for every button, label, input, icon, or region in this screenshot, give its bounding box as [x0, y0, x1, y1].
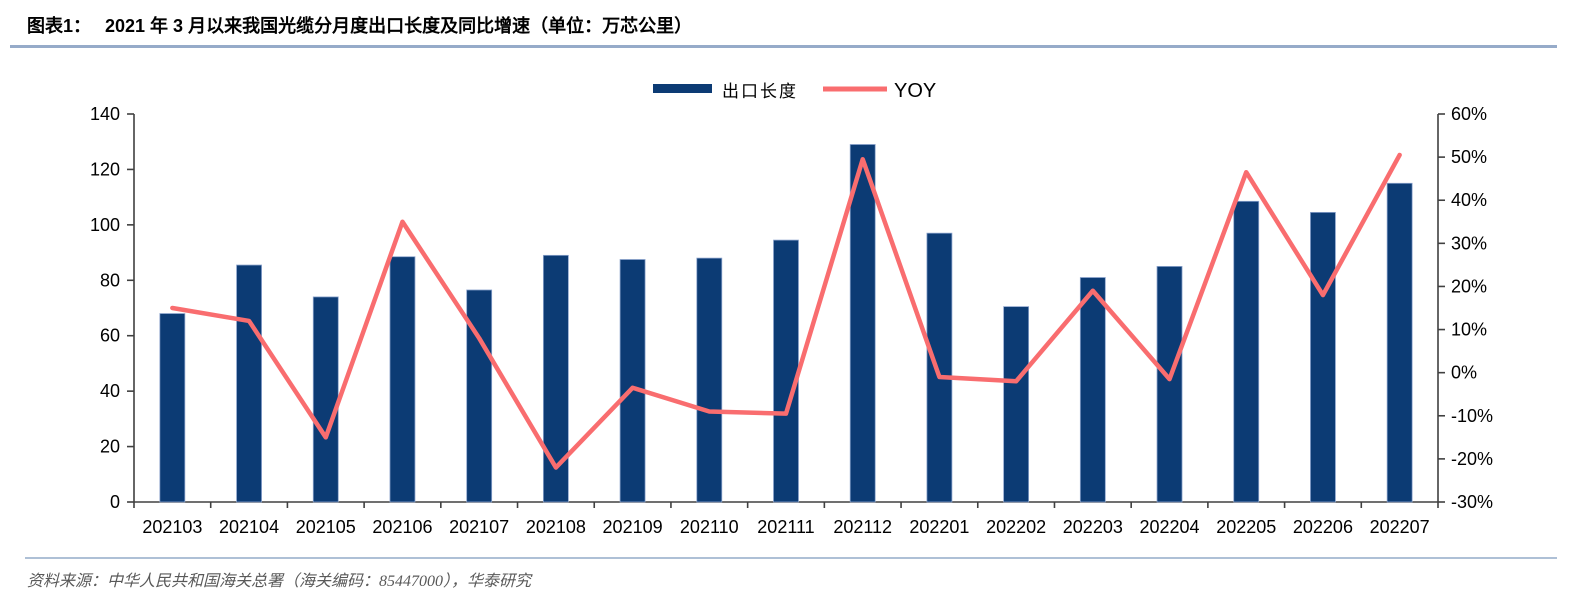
- x-axis-category-label: 202207: [1370, 517, 1430, 537]
- right-axis-tick-label: 30%: [1451, 233, 1487, 253]
- left-axis-tick-label: 120: [90, 159, 120, 179]
- left-axis-tick-label: 0: [110, 492, 120, 512]
- header-divider: [10, 45, 1557, 48]
- legend-bar-swatch: [653, 84, 712, 93]
- bar-series: [159, 144, 1413, 503]
- legend-line-label: YOY: [894, 80, 936, 102]
- right-axis-tick-label: 0%: [1451, 363, 1477, 383]
- bar: [1310, 211, 1336, 503]
- x-axis-category-label: 202202: [986, 517, 1046, 537]
- x-axis-category-label: 202112: [833, 517, 892, 537]
- legend-bar-label: 出口长度: [722, 82, 798, 101]
- bar: [389, 256, 416, 503]
- legend: 出口长度 YOY: [653, 80, 936, 102]
- right-axis-tick-label: -10%: [1451, 406, 1493, 426]
- x-axis-category-label: 202110: [680, 517, 739, 537]
- x-axis-category-label: 202203: [1063, 517, 1123, 537]
- combo-chart: 出口长度 YOY 0 20 40 60 80 100 120 140 -30% -20% -10% 0% 1…: [90, 80, 1493, 537]
- bar: [236, 264, 262, 503]
- left-axis-tick-label: 100: [90, 215, 120, 235]
- bar: [1003, 306, 1030, 503]
- bar: [159, 313, 186, 503]
- bar: [1079, 277, 1106, 503]
- footer-divider: [25, 557, 1557, 559]
- figure-label: 图表1：: [27, 16, 92, 36]
- left-axis-tick-label: 60: [100, 326, 120, 346]
- x-axis-category-label: 202201: [909, 517, 969, 537]
- right-axis-tick-label: 40%: [1451, 190, 1487, 210]
- chart-area: 出口长度 YOY 0 20 40 60 80 100 120 140 -30% -20% -10% 0% 1…: [0, 55, 1574, 548]
- right-axis-tick-label: 60%: [1451, 104, 1487, 124]
- figure-header: 图表1： 2021 年 3 月以来我国光缆分月度出口长度及同比增速（单位：万芯公里…: [27, 12, 692, 38]
- x-axis-category-label: 202104: [219, 517, 279, 537]
- bar: [619, 259, 646, 503]
- right-axis-tick-label: 20%: [1451, 276, 1487, 296]
- yoy-line: [170, 152, 1402, 470]
- bar: [312, 296, 339, 503]
- x-axis-category-label: 202108: [526, 517, 586, 537]
- bar: [849, 144, 876, 503]
- left-axis-tick-label: 80: [100, 270, 120, 290]
- right-axis-tick-label: 50%: [1451, 147, 1487, 167]
- bar: [773, 239, 799, 503]
- left-axis-tick-label: 20: [100, 437, 120, 457]
- x-axis-category-label: 202107: [449, 517, 509, 537]
- bar: [696, 257, 723, 503]
- left-axis-tick-label: 40: [100, 381, 120, 401]
- x-axis-category-label: 202205: [1216, 517, 1276, 537]
- x-axis-category-label: 202106: [372, 517, 432, 537]
- figure-title: 2021 年 3 月以来我国光缆分月度出口长度及同比增速（单位：万芯公里）: [105, 16, 693, 36]
- x-axis-category-label: 202105: [296, 517, 356, 537]
- left-axis-tick-label: 140: [90, 104, 120, 124]
- x-axis-category-label: 202103: [142, 517, 202, 537]
- x-axis-category-label: 202206: [1293, 517, 1353, 537]
- source-note: 资料来源：中华人民共和国海关总署（海关编码：85447000），华泰研究: [27, 573, 532, 590]
- x-axis-category-label: 202204: [1139, 517, 1199, 537]
- bar: [1156, 266, 1183, 503]
- x-axis-category-label: 202111: [757, 517, 814, 537]
- right-axis-tick-label: -30%: [1451, 492, 1493, 512]
- right-axis-tick-label: 10%: [1451, 320, 1487, 340]
- x-axis-category-label: 202109: [603, 517, 663, 537]
- bar: [926, 232, 953, 503]
- bar: [1233, 200, 1260, 503]
- right-axis-tick-label: -20%: [1451, 449, 1493, 469]
- bar: [1386, 182, 1413, 503]
